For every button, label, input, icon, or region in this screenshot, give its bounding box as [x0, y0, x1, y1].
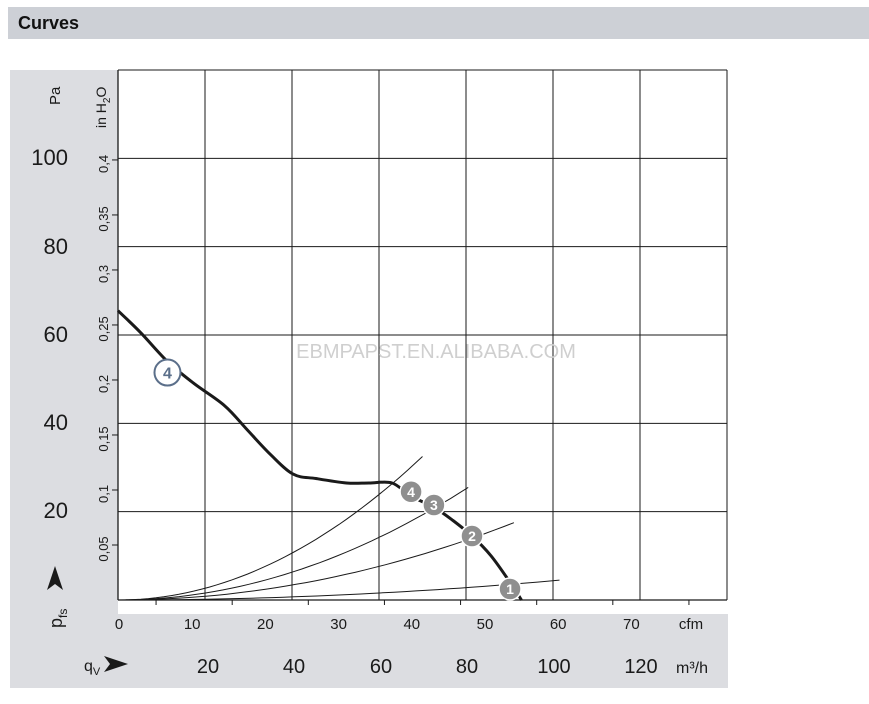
curve-marker-label: 2: [468, 528, 476, 544]
system-curve: [118, 522, 515, 601]
header-bar: Curves: [8, 7, 869, 39]
x-tick-label-cfm: 10: [184, 616, 201, 633]
x-tick-label-m3h: 100: [537, 656, 570, 678]
arrow-up-icon: [47, 566, 63, 590]
y-tick-label-inh2o: 0,35: [96, 206, 111, 231]
arrow-right-icon: [104, 656, 128, 672]
y-axis-symbol-label: pfs: [46, 609, 70, 628]
y-tick-label-pa: 60: [44, 322, 68, 347]
y-axis-label-inh2o: in H2O: [93, 87, 113, 128]
y-tick-label-inh2o: 0,1: [96, 485, 111, 503]
x-tick-label-cfm: 0: [115, 616, 123, 633]
curve-marker: [498, 577, 522, 601]
x-tick-label-cfm: 20: [257, 616, 274, 633]
y-axis-label-pa: Pa: [47, 86, 64, 105]
y-tick-label-pa: 80: [44, 234, 68, 259]
curve-marker: [399, 480, 423, 504]
curve-marker-label: 4: [407, 484, 415, 500]
watermark: EBMPAPST.EN.ALIBABA.COM: [296, 341, 576, 363]
y-tick-label-inh2o: 0,2: [96, 375, 111, 393]
y-tick-label-inh2o: 0,15: [96, 426, 111, 451]
x-tick-label-cfm: 50: [477, 616, 494, 633]
y-tick-label-inh2o: 0,05: [96, 536, 111, 561]
curve-marker-label: 1: [506, 581, 514, 597]
curve-marker-label: 4: [163, 366, 172, 383]
x-tick-label-cfm: 70: [623, 616, 640, 633]
y-tick-label-inh2o: 0,3: [96, 265, 111, 283]
x-tick-label-m3h: 120: [624, 656, 657, 678]
curve-marker-label: 3: [430, 497, 438, 513]
x-axis-prefix-label: qV: [84, 658, 101, 678]
y-tick-label-inh2o: 0,25: [96, 316, 111, 341]
page-title: Curves: [18, 13, 80, 33]
x-tick-label-cfm: 60: [550, 616, 567, 633]
y-tick-label-pa: 20: [44, 498, 68, 523]
curve-marker: [460, 524, 484, 548]
x-axis-panel: [84, 614, 728, 688]
x-axis-label-cfm: cfm: [679, 616, 703, 633]
x-tick-label-cfm: 40: [403, 616, 420, 633]
y-tick-label-inh2o: 0,4: [96, 155, 111, 173]
y-axis-panel: [10, 70, 118, 688]
system-curve: [117, 486, 469, 601]
curve-marker-outline: [153, 358, 182, 387]
x-tick-label-m3h: 60: [370, 656, 392, 678]
system-curve: [117, 456, 423, 601]
y-tick-label-pa: 40: [44, 410, 68, 435]
x-tick-label-m3h: 80: [456, 656, 478, 678]
curve-marker: [422, 493, 446, 517]
x-axis-label-m3h: m³/h: [676, 660, 708, 677]
grid: [112, 69, 728, 605]
y-tick-label-pa: 100: [31, 145, 68, 170]
x-tick-label-m3h: 20: [197, 656, 219, 678]
x-tick-label-m3h: 40: [283, 656, 305, 678]
x-tick-label-cfm: 30: [330, 616, 347, 633]
system-curve: [118, 579, 560, 601]
